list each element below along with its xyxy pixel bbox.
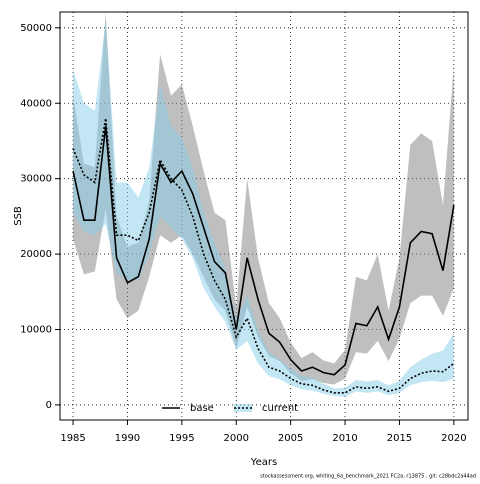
y-tick-label: 10000	[20, 325, 52, 336]
x-tick-label: 2020	[441, 433, 466, 444]
legend-label: current	[262, 403, 298, 414]
y-tick-label: 30000	[20, 174, 52, 185]
y-axis-label: SSB	[13, 206, 24, 226]
y-tick-label: 0	[46, 400, 52, 411]
y-tick-label: 20000	[20, 249, 52, 260]
confidence-band	[73, 20, 454, 397]
x-axis-label: Years	[250, 457, 277, 468]
footer: stockassessment.org, whiting_6a_benchmar…	[260, 474, 476, 480]
x-tick-label: 2010	[332, 433, 357, 444]
confidence-band	[73, 12, 454, 385]
plot-frame	[59, 11, 469, 421]
x-tick-label: 1995	[169, 433, 194, 444]
x-tick-label: 2015	[387, 433, 412, 444]
series-line	[72, 118, 455, 394]
x-tick-label: 1990	[115, 433, 140, 444]
series-line	[72, 125, 455, 376]
y-tick-label: 40000	[20, 98, 52, 109]
x-tick-label: 1985	[60, 433, 85, 444]
legend-label: base	[190, 403, 214, 414]
y-tick-label: 50000	[20, 23, 52, 34]
x-tick-label: 2000	[224, 433, 249, 444]
x-tick-label: 2005	[278, 433, 303, 444]
